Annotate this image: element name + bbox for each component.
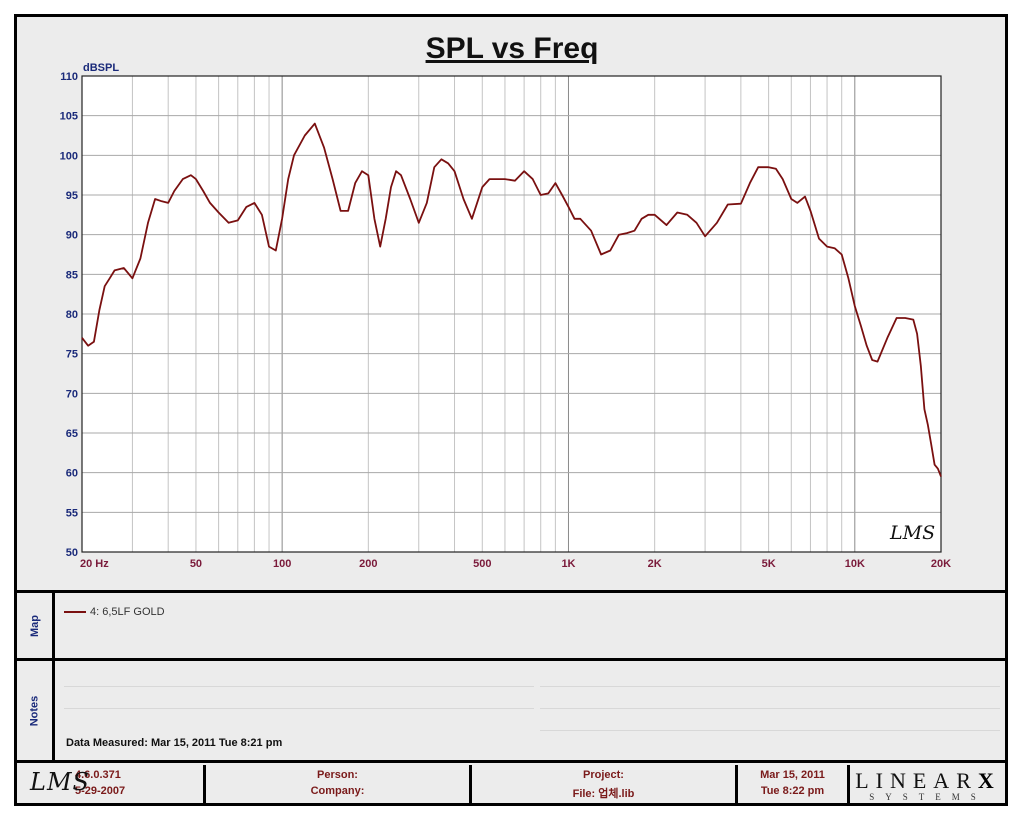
x-tick-label: 20K [931,558,951,570]
lms-logo: LMS [30,768,90,796]
notes-line [64,686,534,687]
company-label: Company: [310,785,365,797]
project-label: Project: [583,769,624,781]
notes-line [540,730,1000,731]
notes-separator [14,760,1008,763]
person-label: Person: [317,769,358,781]
linearx-logo: LINEARX SYSTEMS [852,768,1004,802]
y-tick-label: 55 [66,507,78,519]
footer-date: Mar 15, 2011 [760,769,825,781]
x-tick-label: 1K [561,558,575,570]
y-tick-label: 60 [66,468,78,480]
y-tick-label: 80 [66,309,78,321]
file-label: File: 업체.lib [572,788,635,800]
x-tick-label: 500 [473,558,491,570]
version-date: 5-29-2007 [75,785,126,797]
legend-label: 4: 6,5LF GOLD [90,606,165,618]
y-tick-label: 105 [60,111,78,123]
x-tick-label: 2K [648,558,662,570]
y-tick-label: 100 [60,150,78,162]
plot-border [81,75,942,553]
y-tick-label: 70 [66,388,78,400]
footer-time: Tue 8:22 pm [760,785,825,797]
linearx-x: X [977,768,1001,793]
map-section-label: Map [17,593,55,658]
notes-line [64,708,534,709]
chart-title: SPL vs Freq [426,32,599,65]
legend-swatch [64,611,86,613]
version-number: 4.6.0.371 [75,769,121,781]
linearx-wordmark: LINEAR [855,768,978,793]
x-tick-label: 10K [845,558,865,570]
footer-person-cell: Person: Company: [206,765,472,803]
x-tick-label: 20 Hz [80,558,109,570]
data-measured-text: Data Measured: Mar 15, 2011 Tue 8:21 pm [66,737,283,749]
y-tick-label: 65 [66,428,78,440]
y-tick-label: 85 [66,269,78,281]
x-tick-label: 50 [190,558,202,570]
footer-date-cell: Mar 15, 2011 Tue 8:22 pm [738,765,850,803]
linearx-subtitle: SYSTEMS [869,792,987,802]
notes-line [540,686,1000,687]
x-tick-label: 100 [273,558,291,570]
lms-logo-chart: LMS [890,522,936,544]
notes-section-label: Notes [17,661,55,760]
series-line [81,122,942,477]
x-tick-label: 200 [359,558,377,570]
notes-line [540,708,1000,709]
map-separator [14,658,1008,661]
x-tick-label: 5K [762,558,776,570]
footer-version-cell: 4.6.0.371 5-29-2007 [17,765,206,803]
y-tick-label: 90 [66,230,78,242]
y-tick-label: 75 [66,349,78,361]
footer-project-cell: Project: File: 업체.lib [472,765,738,803]
y-tick-label: 95 [66,190,78,202]
chart-separator [14,590,1008,593]
y-axis-label: dBSPL [83,62,119,74]
y-tick-label: 50 [66,547,78,559]
legend-entry[interactable]: 4: 6,5LF GOLD [64,606,165,618]
y-tick-label: 110 [60,71,78,83]
